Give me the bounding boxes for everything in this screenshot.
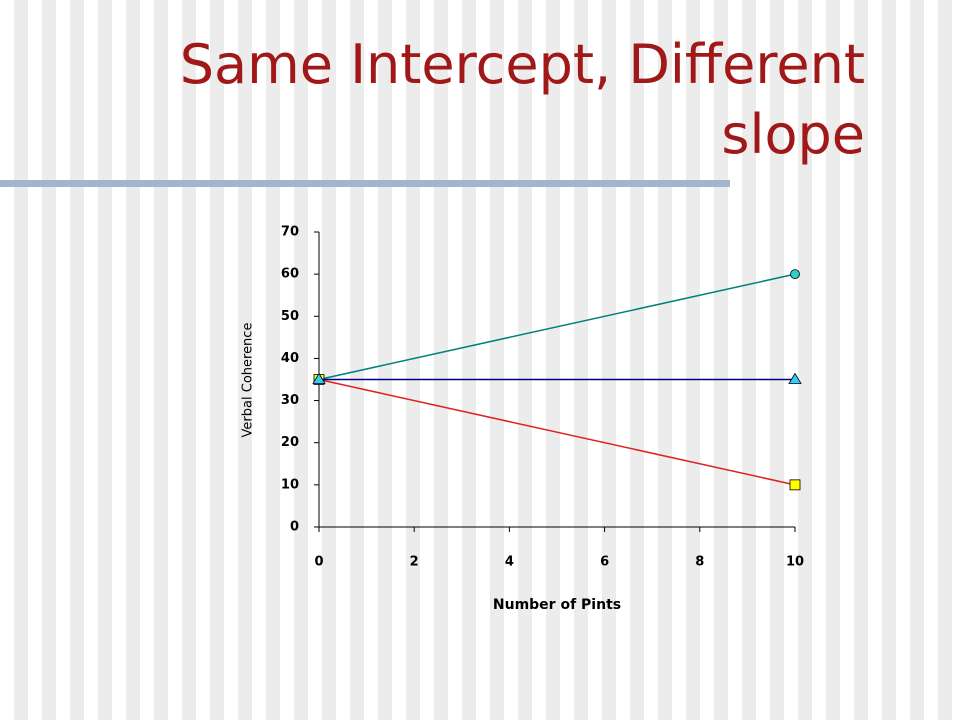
- series-line: [318, 378, 796, 486]
- marker: [788, 372, 802, 384]
- series-line: [318, 273, 796, 381]
- title-rule: [0, 180, 730, 187]
- y-tick-label: 0: [290, 520, 299, 535]
- x-axis-label: Number of Pints: [493, 597, 621, 613]
- y-tick-label: 30: [281, 393, 299, 408]
- marker: [312, 372, 326, 384]
- marker: [789, 479, 801, 491]
- x-tick-label: 0: [314, 555, 323, 570]
- x-tick-label: 10: [786, 555, 804, 570]
- y-tick-label: 50: [281, 309, 299, 324]
- x-tick-label: 4: [505, 555, 514, 570]
- y-tick-label: 20: [281, 435, 299, 450]
- y-tick-label: 70: [281, 225, 299, 240]
- marker: [790, 269, 800, 280]
- x-tick-label: 8: [695, 555, 704, 570]
- x-tick-label: 2: [410, 555, 419, 570]
- y-tick-label: 60: [281, 267, 299, 282]
- x-tick-label: 6: [600, 555, 609, 570]
- y-tick-label: 40: [281, 351, 299, 366]
- y-axis-label: Verbal Coherence: [241, 323, 256, 438]
- slide-title: Same Intercept, Different slope: [179, 33, 865, 166]
- y-tick-label: 10: [281, 477, 299, 492]
